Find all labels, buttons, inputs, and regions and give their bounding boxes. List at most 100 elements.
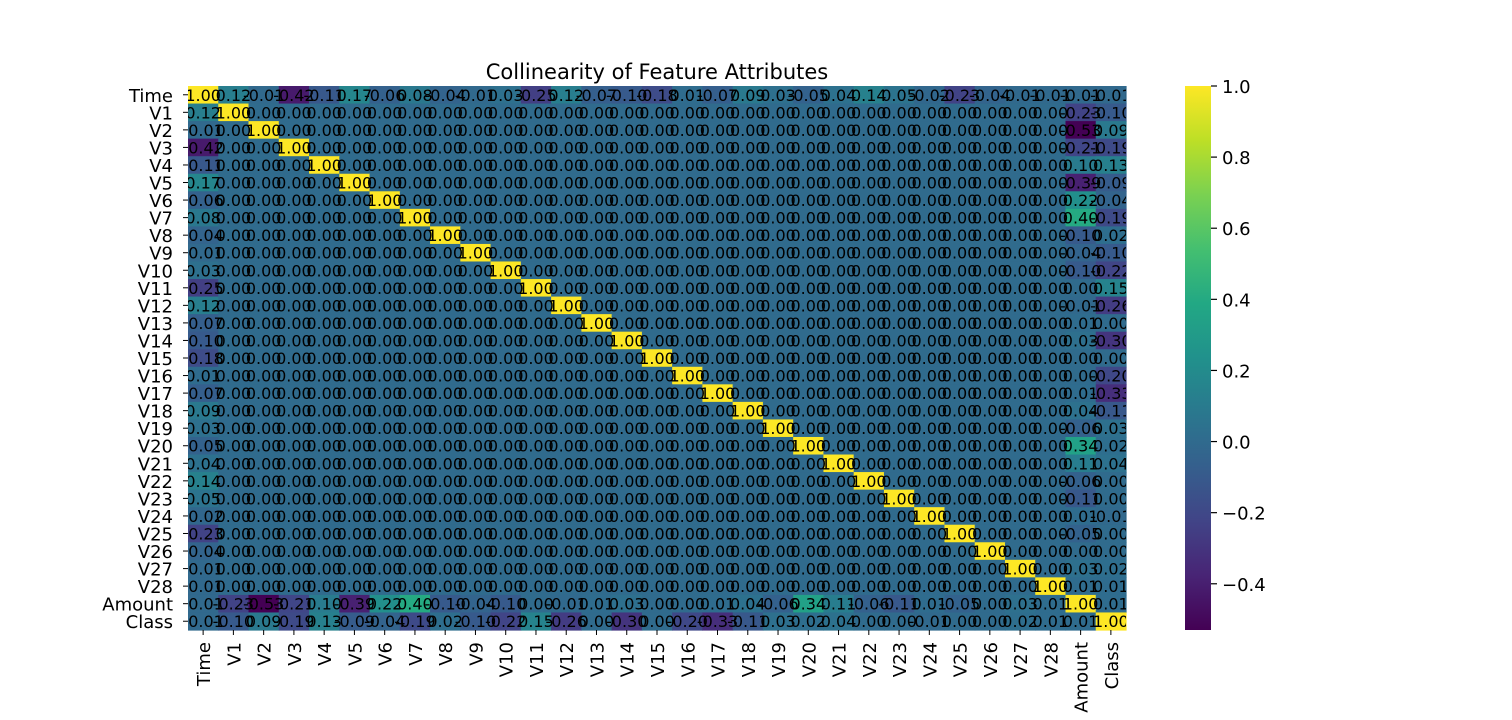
heatmap-cell-v10-v28 (1035, 261, 1067, 280)
cell-annotation: 0.00 (488, 331, 524, 350)
heatmap-cell-v16-v22 (853, 366, 885, 385)
heatmap-cell-v4-v19 (762, 156, 794, 175)
cell-annotation: -0.01 (182, 560, 223, 579)
y-tick-label-v15: V15 (138, 349, 173, 370)
cell-annotation: 0.00 (216, 454, 252, 473)
heatmap-cell-v14-v13 (581, 331, 613, 350)
y-tick-label-v4: V4 (149, 156, 173, 177)
cell-annotation: 1.00 (881, 489, 917, 508)
heatmap-cell-v18-v27 (1004, 401, 1036, 421)
heatmap-cell-v13-v6 (369, 314, 401, 333)
cell-annotation: 0.00 (912, 261, 948, 280)
heatmap-cell-v27-v15 (641, 559, 673, 578)
heatmap-cell-v10-v20 (793, 261, 825, 280)
heatmap-cell-v16-v14 (611, 366, 643, 385)
cell-annotation: 1.00 (548, 296, 584, 315)
cell-annotation: 0.00 (760, 138, 796, 157)
cell-annotation: 0.00 (488, 419, 524, 438)
heatmap-cell-class-v23 (883, 612, 915, 631)
heatmap-cell-v17-v2 (248, 384, 280, 403)
cell-annotation: 0.00 (579, 174, 615, 193)
heatmap-cell-amount-time (188, 594, 219, 614)
heatmap-cell-v9-v20 (793, 243, 825, 263)
heatmap-cell-v8-v5 (339, 226, 371, 245)
cell-annotation: 1.00 (700, 384, 736, 403)
cell-annotation: 0.01 (579, 595, 615, 614)
heatmap-cell-v24-v25 (944, 507, 976, 526)
heatmap-cell-v6-v26 (974, 191, 1006, 210)
cell-annotation: 0.00 (246, 261, 282, 280)
cell-annotation: 0.00 (216, 560, 252, 579)
heatmap-cell-v24-class (1095, 507, 1127, 526)
heatmap-cell-amount-v7 (399, 594, 431, 614)
heatmap-cell-v20-v18 (732, 436, 764, 456)
heatmap-cell-v9-v28 (1035, 243, 1067, 263)
heatmap-cell-v3-v18 (732, 138, 764, 157)
heatmap-cell-v4-v24 (914, 156, 946, 175)
heatmap-cell-v3-v10 (490, 138, 522, 157)
heatmap-cell-v18-v13 (581, 401, 613, 421)
heatmap-cell-v12-v22 (853, 296, 885, 315)
heatmap-cell-v3-v13 (581, 138, 613, 157)
heatmap-cell-v10-v23 (883, 261, 915, 280)
heatmap-cell-v22-v1 (218, 472, 250, 491)
cell-annotation: 0.00 (609, 103, 645, 122)
heatmap-cell-v2-v22 (853, 121, 885, 140)
heatmap-cell-time-v15 (641, 86, 673, 105)
heatmap-cell-v26-v23 (883, 542, 915, 561)
cell-annotation: 0.00 (821, 121, 857, 140)
heatmap-cell-v3-v25 (944, 138, 976, 157)
cell-annotation: 0.04 (1063, 402, 1099, 421)
heatmap-cell-v23-class (1095, 489, 1127, 508)
heatmap-cell-v4-v4 (309, 156, 340, 175)
heatmap-cell-v10-v24 (914, 261, 946, 280)
cell-annotation: 0.00 (669, 489, 705, 508)
cell-annotation: 0.00 (639, 191, 675, 210)
cell-annotation: 0.00 (639, 524, 675, 543)
heatmap-cell-v5-v3 (278, 173, 310, 192)
heatmap-cell-v24-v12 (551, 507, 582, 526)
cell-annotation: -0.22 (485, 612, 526, 631)
cell-annotation: 0.00 (912, 560, 948, 579)
heatmap-cell-v25-v28 (1035, 524, 1067, 543)
heatmap-cell-v13-amount (1065, 314, 1097, 333)
heatmap-cell-v7-time (188, 208, 219, 227)
heatmap-cell-time-v18 (732, 86, 764, 105)
heatmap-cell-v7-v5 (339, 208, 371, 227)
cell-annotation: 0.00 (216, 419, 252, 438)
heatmap-cell-v26-v18 (732, 542, 764, 561)
cell-annotation: 0.00 (579, 261, 615, 280)
cell-annotation: 1.00 (790, 437, 826, 456)
heatmap-cell-v5-v18 (732, 173, 764, 192)
cell-annotation: 0.00 (579, 226, 615, 245)
heatmap-cell-v17-v15 (641, 384, 673, 403)
cell-annotation: 0.00 (548, 507, 584, 526)
heatmap-cell-v28-v11 (520, 577, 552, 596)
heatmap-cell-v19-v8 (430, 419, 461, 438)
cell-annotation: -0.18 (182, 349, 223, 368)
cell-annotation: 0.00 (669, 261, 705, 280)
cell-annotation: -0.05 (182, 437, 223, 456)
cell-annotation: 0.00 (942, 612, 978, 631)
cell-annotation: 0.01 (1063, 314, 1099, 333)
cell-annotation: 0.01 (1063, 612, 1099, 631)
cell-annotation: -0.01 (182, 612, 223, 631)
cell-annotation: -0.01 (546, 595, 587, 614)
cell-annotation: 0.00 (790, 331, 826, 350)
heatmap-cell-v19-v12 (551, 419, 582, 438)
heatmap-cell-v10-v1 (218, 261, 250, 280)
cell-annotation: 0.00 (337, 209, 373, 228)
cell-annotation: -0.42 (273, 86, 314, 105)
heatmap-cell-v2-v2 (248, 121, 280, 140)
heatmap-cell-v27-v12 (551, 559, 582, 578)
heatmap-cell-v5-v2 (248, 173, 280, 192)
heatmap-cell-v27-v23 (883, 559, 915, 578)
heatmap-cell-v14-v6 (369, 331, 401, 350)
heatmap-cell-v18-v11 (520, 401, 552, 421)
cell-annotation: 0.00 (821, 402, 857, 421)
cell-annotation: 0.00 (912, 384, 948, 403)
cell-annotation: 0.00 (609, 279, 645, 298)
cell-annotation: -0.26 (1090, 296, 1131, 315)
heatmap-cell-v2-v11 (520, 121, 552, 140)
cell-annotation: 0.00 (1033, 191, 1069, 210)
